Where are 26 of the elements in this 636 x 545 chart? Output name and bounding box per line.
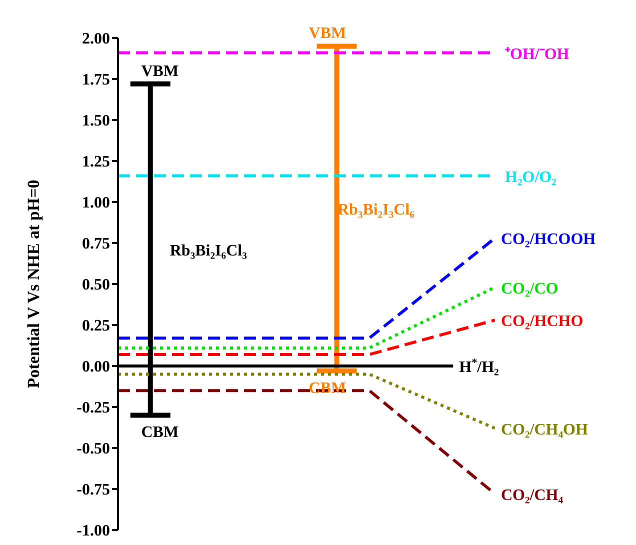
- series-label: CO₂/CH₄OH: [501, 421, 588, 438]
- y-tick-label: -0.25: [76, 400, 110, 417]
- y-tick-label: 0.25: [82, 318, 110, 335]
- y-tick-label: -0.50: [76, 440, 110, 458]
- y-tick-label: 1.50: [82, 112, 110, 130]
- series-label: Rb₃Bi₂I₆Cl₃: [170, 242, 248, 260]
- y-tick-label: 1.75: [82, 72, 110, 89]
- y-tick-label: 0.75: [82, 236, 110, 253]
- series-label: H$^{*}$/H₂: [459, 357, 500, 376]
- series-label: CO₂/HCOOH: [501, 231, 596, 248]
- annotation: CBM: [141, 424, 179, 442]
- annotation: VBM: [308, 25, 346, 42]
- y-tick-label: 2.00: [82, 30, 110, 48]
- y-tick-label: 0.00: [82, 358, 110, 376]
- y-tick-label: -1.00: [76, 522, 110, 540]
- y-tick-label: 1.00: [82, 194, 110, 212]
- ref-line-label: H₂O/O₂: [505, 168, 557, 186]
- annotation: VBM: [141, 62, 179, 80]
- series-label: CO₂/CO: [501, 280, 558, 298]
- y-axis-title: Potential V Vs NHE at pH=0: [24, 180, 44, 388]
- y-tick-label: -0.75: [76, 482, 110, 499]
- series-label: CO₂/HCHO: [501, 313, 584, 330]
- series-label: CO₂/CH₄: [501, 486, 564, 504]
- ref-line-label: ⁺OH/⁻OH: [505, 46, 570, 63]
- y-tick-label: 0.50: [82, 276, 110, 294]
- y-tick-label: 1.25: [82, 154, 110, 171]
